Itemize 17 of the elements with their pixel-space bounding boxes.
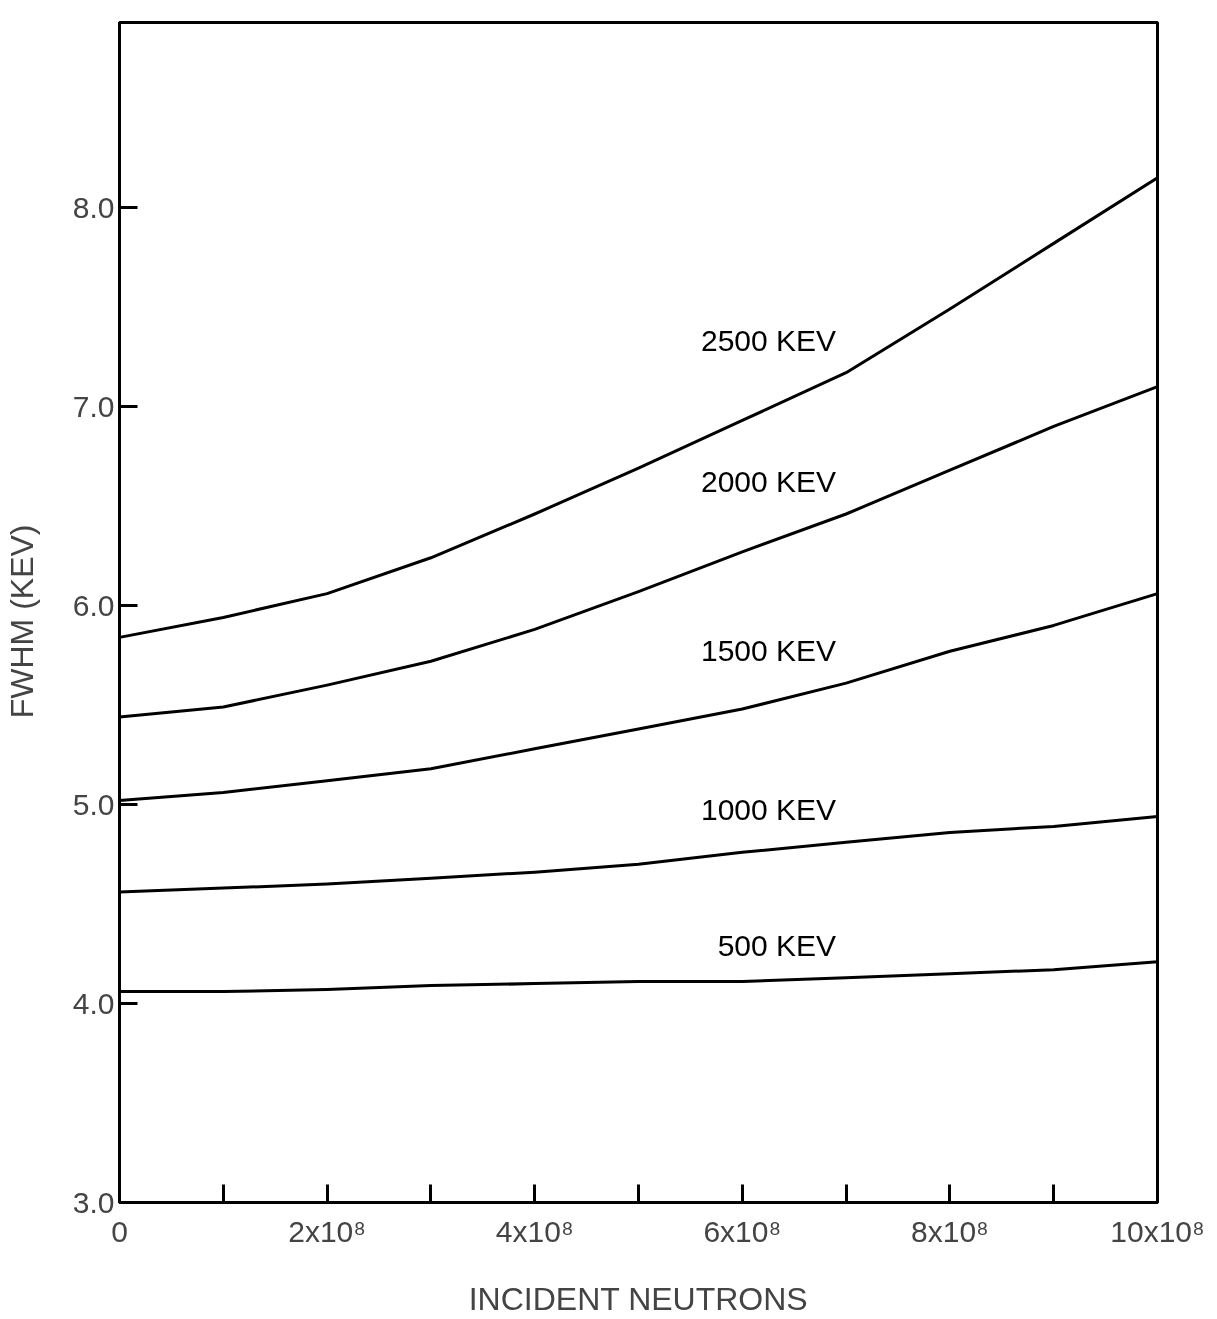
y-tick-label: 7.0 [72, 389, 115, 423]
x-tick-label: 6x10⁸ [703, 1214, 782, 1248]
y-tick-label: 5.0 [72, 787, 115, 821]
y-tick-label: 4.0 [72, 986, 115, 1020]
series-label: 1000 KEV [701, 793, 837, 827]
x-tick-label: 10x10⁸ [1110, 1214, 1205, 1248]
x-tick-label: 4x10⁸ [495, 1214, 574, 1248]
series-label: 2500 KEV [701, 323, 837, 357]
y-tick-label: 6.0 [72, 588, 115, 622]
series-label: 1500 KEV [701, 634, 837, 668]
x-tick-label: 8x10⁸ [911, 1214, 989, 1248]
series-label: 500 KEV [717, 928, 837, 962]
y-tick-label: 8.0 [72, 190, 115, 224]
x-axis-title: INCIDENT NEUTRONS [468, 1280, 808, 1317]
series-label: 2000 KEV [701, 465, 837, 498]
y-axis-title: FWHM (KEV) [3, 524, 40, 719]
x-tick-label: 2x10⁸ [288, 1214, 366, 1248]
